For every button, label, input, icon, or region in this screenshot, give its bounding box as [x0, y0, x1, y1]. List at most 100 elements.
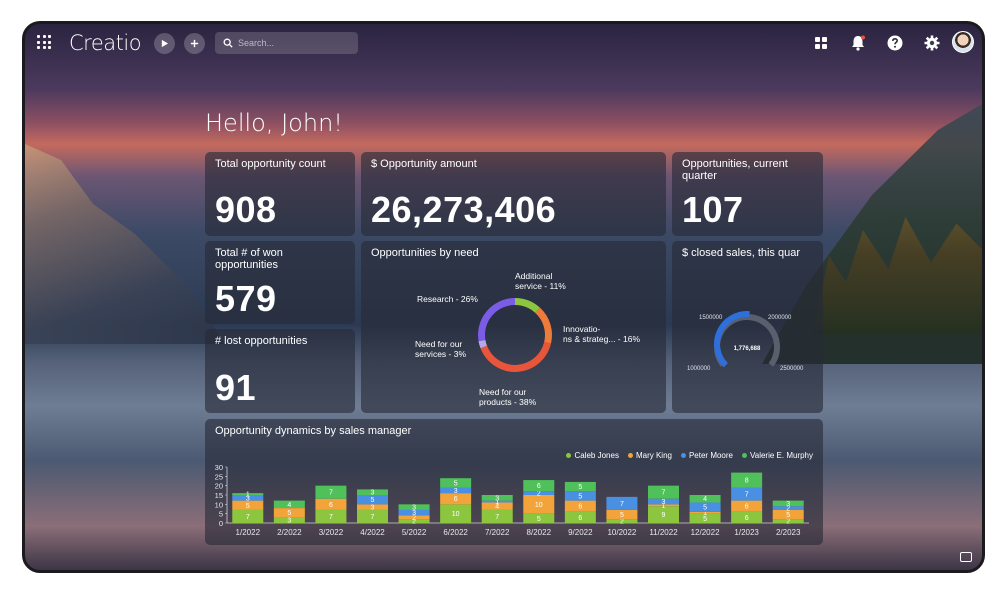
bar-segment[interactable]: [357, 489, 388, 495]
widget-closed-sales[interactable]: $ closed sales, this quar 1,776,688 1000…: [672, 241, 823, 413]
bar-segment[interactable]: [648, 485, 679, 499]
search-bar[interactable]: [215, 32, 358, 54]
bar-segment[interactable]: [689, 513, 721, 523]
bar-segment[interactable]: [564, 491, 596, 501]
bar-value-label: 7: [620, 501, 624, 508]
bar-segment[interactable]: [273, 508, 305, 518]
bar-segment[interactable]: [772, 500, 804, 507]
donut-slice-innovations[interactable]: [535, 307, 552, 344]
widget-total-opportunity-count[interactable]: Total opportunity count 908: [205, 152, 355, 236]
bar-segment[interactable]: [273, 500, 305, 509]
donut-slice-products[interactable]: [480, 341, 551, 372]
x-tick-label: 2/2022: [277, 528, 302, 537]
donut-slice-services[interactable]: [478, 339, 488, 349]
bar-segment[interactable]: [315, 485, 347, 499]
bar-segment[interactable]: [398, 509, 430, 516]
bar-segment[interactable]: [731, 500, 763, 512]
bar-segment[interactable]: [232, 500, 264, 510]
bar-value-label: 3: [662, 499, 666, 506]
widget-opportunities-current-quarter[interactable]: Opportunities, current quarter 107: [672, 152, 823, 236]
bar-segment[interactable]: [398, 519, 430, 523]
bar-segment[interactable]: [232, 509, 264, 523]
bar-segment[interactable]: [481, 500, 513, 503]
notification-bell-icon[interactable]: [849, 34, 867, 52]
bar-segment[interactable]: [440, 478, 472, 488]
widget-opportunity-dynamics[interactable]: Opportunity dynamics by sales manager Ca…: [205, 419, 823, 545]
widget-title: # lost opportunities: [215, 335, 308, 347]
bar-segment[interactable]: [648, 504, 679, 507]
donut-label-additional: Additional service - 11%: [515, 271, 566, 291]
run-process-button[interactable]: [154, 33, 175, 54]
x-tick-label: 11/2022: [649, 528, 678, 537]
bar-segment[interactable]: [606, 519, 638, 523]
y-tick-label: 30: [215, 463, 223, 472]
bar-segment[interactable]: [315, 509, 347, 523]
legend-item-valerie-murphy[interactable]: Valerie E. Murphy: [742, 451, 813, 460]
bar-segment[interactable]: [481, 495, 513, 501]
bar-value-label: 10: [452, 511, 460, 518]
x-tick-label: 3/2022: [319, 528, 344, 537]
bar-segment[interactable]: [648, 506, 679, 523]
bar-segment[interactable]: [523, 495, 555, 514]
creatio-logo[interactable]: Creatio: [69, 31, 142, 55]
x-tick-label: 9/2022: [568, 528, 593, 537]
search-input[interactable]: [238, 38, 348, 48]
widget-won-opportunities[interactable]: Total # of won opportunities 579: [205, 241, 355, 324]
legend-item-mary-king[interactable]: Mary King: [627, 451, 672, 460]
bar-segment[interactable]: [564, 481, 596, 492]
settings-gear-icon[interactable]: [923, 34, 941, 52]
bar-segment[interactable]: [315, 498, 347, 510]
apps-grid-icon[interactable]: [37, 35, 51, 49]
bar-value-label: 1: [495, 499, 499, 506]
user-avatar[interactable]: [952, 31, 974, 53]
bar-segment[interactable]: [440, 493, 472, 505]
bar-segment[interactable]: [689, 511, 721, 514]
bar-segment[interactable]: [564, 500, 596, 512]
donut-label-services: Need for our services - 3%: [415, 339, 466, 359]
bar-segment[interactable]: [731, 511, 763, 523]
donut-slice-research[interactable]: [478, 298, 515, 342]
bar-segment[interactable]: [731, 472, 763, 488]
bar-segment[interactable]: [772, 519, 804, 523]
widget-opportunities-by-need[interactable]: Opportunities by need Additional service…: [361, 241, 666, 413]
bar-segment[interactable]: [398, 515, 430, 520]
bar-segment[interactable]: [232, 493, 264, 495]
help-icon[interactable]: [886, 34, 904, 52]
bar-segment[interactable]: [523, 513, 555, 523]
widget-lost-opportunities[interactable]: # lost opportunities 91: [205, 329, 355, 413]
workspace-icon[interactable]: [812, 34, 830, 52]
bar-segment[interactable]: [689, 502, 721, 512]
legend-item-caleb-jones[interactable]: Caleb Jones: [566, 451, 619, 460]
chat-icon[interactable]: [960, 552, 972, 562]
bar-segment[interactable]: [232, 495, 264, 501]
bar-segment[interactable]: [357, 495, 388, 505]
bar-segment[interactable]: [606, 496, 638, 510]
add-button[interactable]: [184, 33, 205, 54]
bar-segment[interactable]: [440, 504, 472, 523]
bar-segment[interactable]: [440, 487, 472, 494]
bar-segment[interactable]: [398, 504, 430, 510]
bar-segment[interactable]: [648, 498, 679, 505]
bar-segment[interactable]: [481, 509, 513, 523]
bar-value-label: 7: [745, 492, 749, 499]
widget-title: $ Opportunity amount: [371, 158, 477, 170]
bar-segment[interactable]: [731, 487, 763, 501]
bar-segment[interactable]: [564, 511, 596, 523]
bar-segment[interactable]: [772, 506, 804, 510]
bar-segment[interactable]: [689, 495, 721, 503]
bar-value-label: 5: [246, 503, 250, 510]
bar-segment[interactable]: [481, 502, 513, 510]
legend-item-peter-moore[interactable]: Peter Moore: [680, 451, 733, 460]
widget-opportunity-amount[interactable]: $ Opportunity amount 26,273,406: [361, 152, 666, 236]
bar-segment[interactable]: [273, 517, 305, 523]
donut-slice-additional[interactable]: [515, 298, 540, 313]
gauge-tick-2000000: 2000000: [768, 315, 792, 321]
y-tick-label: 10: [215, 500, 223, 509]
bar-value-label: 6: [329, 502, 333, 509]
bar-segment[interactable]: [523, 480, 555, 492]
bar-segment[interactable]: [357, 504, 388, 510]
bar-segment[interactable]: [772, 509, 804, 520]
bar-segment[interactable]: [357, 509, 388, 523]
bar-segment[interactable]: [606, 509, 638, 520]
bar-segment[interactable]: [523, 491, 555, 495]
